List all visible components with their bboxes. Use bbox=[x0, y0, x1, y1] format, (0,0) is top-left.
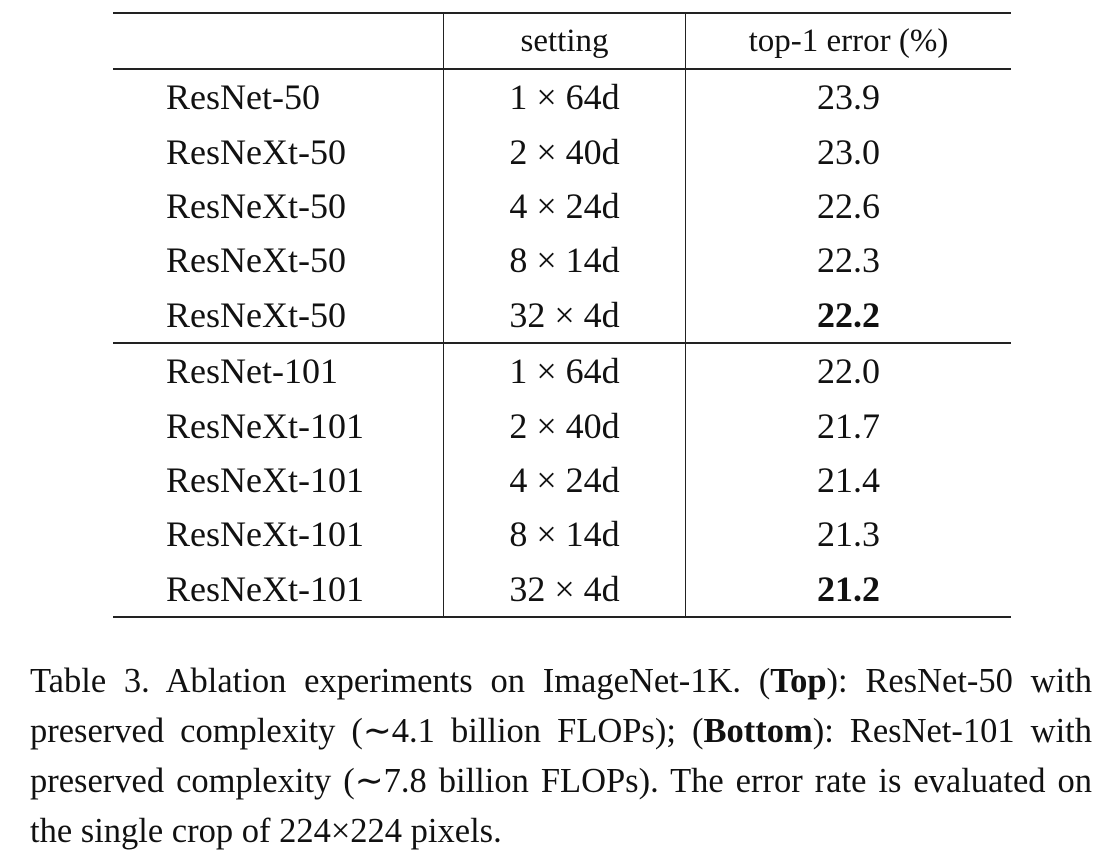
table-cell: 22.0 bbox=[685, 341, 1011, 399]
table-cell: 22.3 bbox=[817, 240, 880, 281]
table-cell: ResNeXt-50 bbox=[113, 233, 444, 288]
header-row: setting top-1 error (%) bbox=[113, 13, 1011, 70]
table-cell: 23.9 bbox=[817, 77, 880, 118]
caption-text: ): ResNet-101 with preserved complexity … bbox=[30, 712, 1092, 850]
header-cell: setting bbox=[443, 13, 686, 70]
table-group: ResNet-101 1 × 64d 22.0 ResNeXt-101 2 × 40d 2… bbox=[113, 341, 1011, 617]
caption-bold: Top bbox=[770, 662, 827, 700]
table-cell: 32 × 4d bbox=[443, 287, 686, 343]
table-cell: ResNeXt-101 bbox=[113, 452, 444, 508]
table-cell: 22.2 bbox=[817, 294, 880, 335]
table-row: ResNeXt-101 32 × 4d 21.2 bbox=[113, 561, 1011, 617]
table-cell: 8 × 14d bbox=[443, 507, 686, 562]
caption: Table 3. Ablation experiments on ImageNe… bbox=[30, 656, 1092, 856]
table-row: ResNeXt-50 32 × 4d 22.2 bbox=[113, 287, 1011, 343]
results-table: setting top-1 error (%) ResNet-50 1 × 64d… bbox=[113, 12, 1011, 618]
table-cell: 2 × 40d bbox=[443, 124, 686, 179]
table-row: ResNeXt-101 2 × 40d 21.7 bbox=[113, 398, 1011, 453]
table-cell: 32 × 4d bbox=[443, 561, 686, 617]
table-cell: 8 × 14d bbox=[443, 233, 686, 288]
table-cell: ResNet-101 bbox=[113, 341, 444, 399]
table-row: ResNet-50 1 × 64d 23.9 bbox=[113, 69, 1011, 125]
table-cell: 2 × 40d bbox=[443, 398, 686, 453]
table-cell: 1 × 64d bbox=[443, 69, 686, 125]
table-cell: 21.3 bbox=[817, 514, 880, 555]
table-cell: ResNeXt-101 bbox=[113, 561, 444, 617]
table-header: setting top-1 error (%) bbox=[113, 13, 1011, 70]
table-group: ResNet-50 1 × 64d 23.9 ResNeXt-50 2 × 40d 23.… bbox=[113, 69, 1011, 343]
table-cell: 1 × 64d bbox=[443, 341, 686, 399]
table-cell: ResNeXt-101 bbox=[113, 398, 444, 453]
table-cell: ResNeXt-101 bbox=[113, 507, 444, 562]
table-row: ResNeXt-50 2 × 40d 23.0 bbox=[113, 124, 1011, 179]
table-row: ResNeXt-50 8 × 14d 22.3 bbox=[113, 233, 1011, 288]
table-cell: ResNeXt-50 bbox=[113, 124, 444, 179]
table-row: ResNeXt-101 8 × 14d 21.3 bbox=[113, 507, 1011, 562]
table-cell: 21.2 bbox=[817, 568, 880, 609]
table-cell: 4 × 24d bbox=[443, 452, 686, 508]
table-row: ResNeXt-50 4 × 24d 22.6 bbox=[113, 178, 1011, 234]
caption-text: Table 3. Ablation experiments on ImageNe… bbox=[30, 662, 771, 700]
table-cell: ResNet-50 bbox=[113, 69, 444, 125]
table-cell: ResNeXt-50 bbox=[113, 287, 444, 343]
table-cell: 21.4 bbox=[817, 459, 880, 500]
table-cell: 23.0 bbox=[817, 131, 880, 172]
table-cell: 4 × 24d bbox=[443, 178, 686, 234]
table-row: ResNeXt-101 4 × 24d 21.4 bbox=[113, 452, 1011, 508]
table-cell: 22.6 bbox=[817, 185, 880, 226]
table-cell: ResNeXt-50 bbox=[113, 178, 444, 234]
caption-text: ): ResNet-50 with preserved complexity (… bbox=[30, 662, 1092, 750]
header-cell: top-1 error (%) bbox=[685, 13, 1011, 70]
table-row: ResNet-101 1 × 64d 22.0 bbox=[113, 341, 1011, 399]
caption-bold: Bottom bbox=[703, 712, 813, 750]
table-cell: 21.7 bbox=[817, 405, 880, 446]
header-cell bbox=[113, 13, 444, 70]
